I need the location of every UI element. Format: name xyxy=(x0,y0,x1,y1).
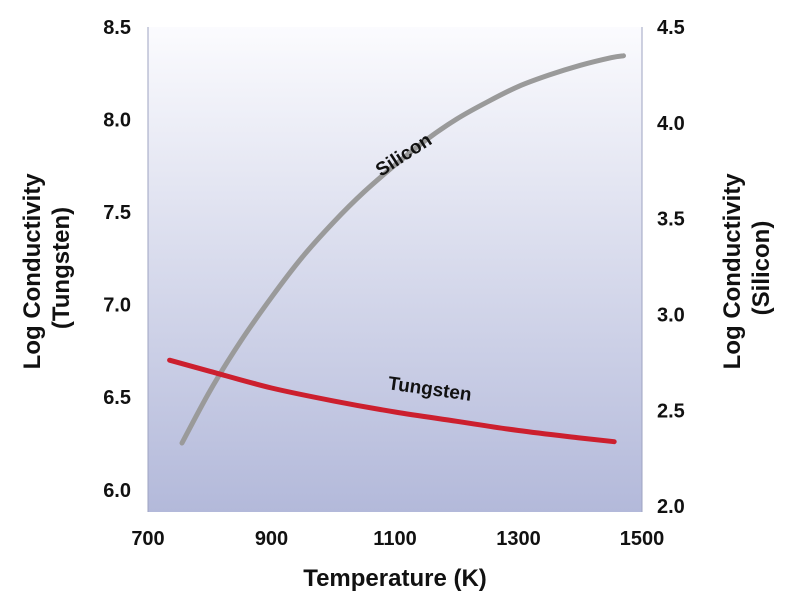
y-right-axis-label-line-1: Log Conductivity xyxy=(719,173,746,370)
x-tick-label: 900 xyxy=(255,528,288,550)
x-axis-label: Temperature (K) xyxy=(303,565,487,592)
y-right-ticks: 2.0 2.5 3.0 3.5 4.0 4.5 xyxy=(657,17,685,518)
y-left-ticks: 6.0 6.5 7.0 7.5 8.0 8.5 xyxy=(103,17,131,502)
y-right-tick-label: 4.5 xyxy=(657,17,685,39)
y-right-tick-label: 3.5 xyxy=(657,209,685,231)
x-tick-label: 1300 xyxy=(496,528,541,550)
series-line-tungsten xyxy=(167,357,617,445)
series-line-silicon xyxy=(179,53,626,446)
y-left-tick-label: 6.5 xyxy=(103,387,131,409)
x-tick-label: 1100 xyxy=(373,528,416,550)
y-left-axis-label-line-2: (Tungsten) xyxy=(48,207,75,329)
y-left-tick-label: 7.5 xyxy=(103,202,131,224)
x-tick-label: 700 xyxy=(131,528,164,550)
y-left-tick-label: 8.0 xyxy=(103,110,131,132)
x-ticks: 700 900 1100 1300 1500 xyxy=(131,528,664,550)
y-right-tick-label: 2.0 xyxy=(657,496,685,518)
y-left-axis-label-line-1: Log Conductivity xyxy=(19,173,46,370)
y-right-axis-label: Log Conductivity (Silicon) xyxy=(719,167,775,370)
x-tick-label: 1500 xyxy=(620,528,665,550)
plot-area xyxy=(148,27,642,512)
y-left-tick-label: 6.0 xyxy=(103,480,131,502)
series-layer xyxy=(167,53,626,446)
y-left-axis-label: Log Conductivity (Tungsten) xyxy=(19,167,75,370)
y-left-tick-label: 7.0 xyxy=(103,295,131,317)
y-right-tick-label: 4.0 xyxy=(657,113,685,135)
y-left-tick-label: 8.5 xyxy=(103,17,131,39)
y-right-tick-label: 3.0 xyxy=(657,305,685,327)
y-right-tick-label: 2.5 xyxy=(657,400,685,422)
y-right-axis-label-line-2: (Silicon) xyxy=(748,221,775,316)
